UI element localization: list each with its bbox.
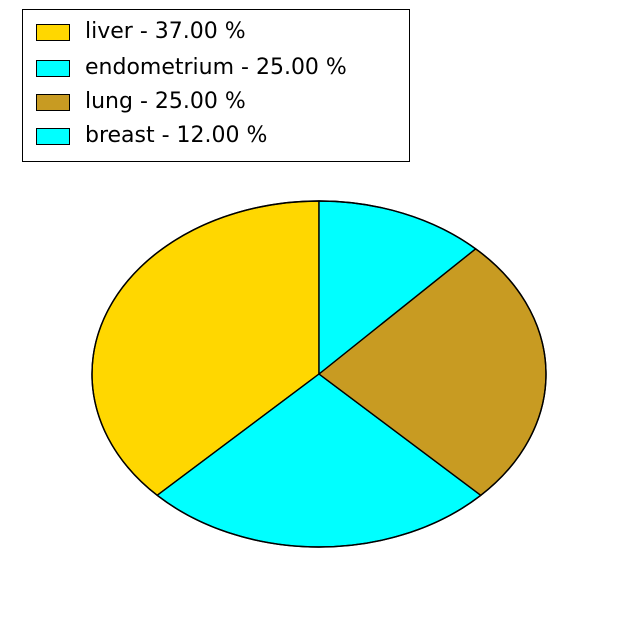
legend-label-breast: breast - 12.00 % xyxy=(85,123,268,148)
legend-item-endometrium[interactable]: endometrium - 25.00 % xyxy=(36,50,347,86)
legend-swatch-breast xyxy=(36,127,70,145)
legend-swatch-liver xyxy=(36,23,70,41)
pie-outline xyxy=(91,200,547,548)
pie-slice-group xyxy=(91,200,547,548)
legend-label-endometrium: endometrium - 25.00 % xyxy=(85,55,347,80)
legend-item-breast[interactable]: breast - 12.00 % xyxy=(36,118,267,154)
pie-legend: liver - 37.00 % endometrium - 25.00 % lu… xyxy=(22,9,410,162)
legend-label-lung: lung - 25.00 % xyxy=(85,89,246,114)
legend-label-liver: liver - 37.00 % xyxy=(85,19,246,44)
legend-item-liver[interactable]: liver - 37.00 % xyxy=(36,14,246,50)
legend-swatch-lung xyxy=(36,93,70,111)
legend-item-lung[interactable]: lung - 25.00 % xyxy=(36,84,246,120)
legend-swatch-endometrium xyxy=(36,59,70,77)
